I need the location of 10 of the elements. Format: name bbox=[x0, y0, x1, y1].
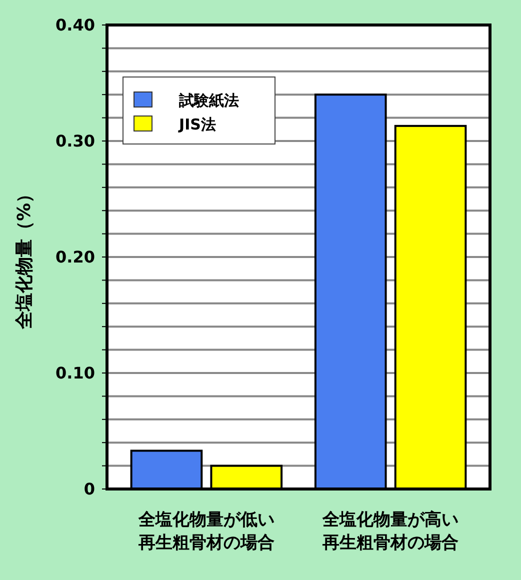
y-axis-title: 全塩化物量（%） bbox=[14, 184, 35, 330]
legend-label: JIS法 bbox=[178, 115, 216, 134]
y-tick-label: 0.40 bbox=[56, 16, 95, 35]
y-tick-label: 0 bbox=[84, 480, 95, 499]
x-tick-label: 全塩化物量が高い再生粗骨材の場合 bbox=[322, 510, 459, 553]
y-tick-label: 0.20 bbox=[56, 248, 95, 267]
y-tick-label: 0.30 bbox=[56, 132, 95, 151]
legend-label: 試験紙法 bbox=[178, 91, 239, 110]
x-tick-label: 全塩化物量が低い再生粗骨材の場合 bbox=[137, 510, 274, 553]
y-tick-label: 0.10 bbox=[56, 364, 95, 383]
